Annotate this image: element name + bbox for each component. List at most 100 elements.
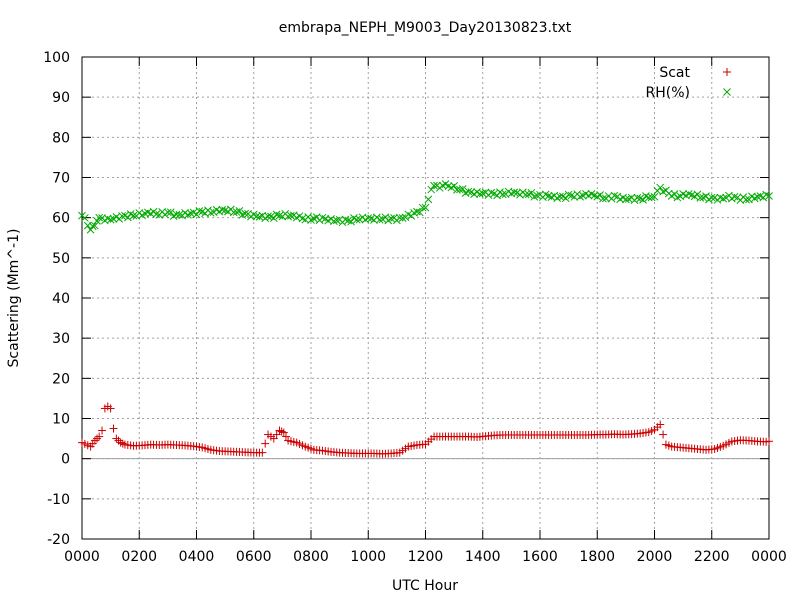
scat-point [116, 438, 125, 447]
rh-point [622, 195, 630, 204]
rh-point [633, 193, 642, 202]
rh-point [166, 208, 175, 217]
rh-point [427, 185, 436, 194]
rh-point [765, 192, 773, 200]
x-tick-label: 2200 [694, 549, 730, 565]
rh-point [175, 210, 184, 219]
rh-point [742, 195, 750, 204]
rh-point [341, 215, 350, 224]
rh-point [118, 212, 126, 220]
y-tick-label: 50 [52, 251, 70, 267]
rh-point [707, 193, 716, 202]
scat-point [281, 432, 290, 441]
rh-point [395, 213, 404, 222]
y-tick-label: -20 [47, 532, 70, 548]
scat-point [656, 420, 665, 429]
scat-point [659, 430, 668, 439]
rh-point [424, 195, 433, 204]
y-tick-label: 70 [52, 171, 70, 187]
rh-point [650, 192, 659, 201]
rh-point [510, 188, 519, 197]
rh-point [596, 191, 604, 199]
rh-point [375, 215, 384, 224]
rh-point [95, 213, 104, 222]
rh-point [164, 208, 172, 217]
rh-point [81, 214, 89, 222]
rh-point [352, 215, 361, 224]
rh-point [696, 194, 705, 202]
rh-point [229, 208, 238, 217]
rh-point [415, 208, 424, 217]
rh-point [656, 183, 665, 192]
legend-marker-rh [723, 88, 731, 96]
series-rh [78, 180, 773, 234]
rh-point [730, 192, 739, 201]
scat-point [90, 436, 99, 445]
series-scat [78, 402, 773, 458]
rh-point [421, 203, 430, 212]
scat-point [93, 434, 102, 443]
scat-point [114, 436, 123, 445]
scat-point [109, 424, 118, 433]
rh-point [521, 190, 530, 199]
y-tick-label: 10 [52, 412, 70, 428]
x-tick-label: 1400 [465, 549, 501, 565]
y-tick-label: 30 [52, 331, 70, 347]
legend-marker-scat [723, 68, 731, 76]
x-tick-label: 0200 [121, 549, 157, 565]
y-tick-label: 40 [52, 291, 70, 307]
scat-point [261, 439, 270, 448]
scat-point [258, 448, 267, 457]
rh-point [218, 205, 227, 214]
rh-point [418, 203, 427, 212]
scat-point [118, 439, 127, 448]
scat-point [765, 437, 773, 446]
rh-point [264, 212, 272, 221]
legend-label-scat: Scat [659, 65, 690, 81]
scat-point [272, 430, 281, 439]
rh-point [269, 214, 278, 223]
rh-point [387, 214, 396, 223]
scat-point [277, 427, 286, 436]
x-tick-label: 1800 [579, 549, 615, 565]
rh-point [610, 191, 619, 200]
x-axis-label: UTC Hour [392, 578, 458, 594]
rh-point [241, 209, 250, 218]
rh-point [235, 207, 244, 215]
rh-point [556, 192, 564, 201]
rh-point [88, 222, 97, 230]
y-axis-label: Scattering (Mm^-1) [6, 229, 22, 368]
y-tick-label: 20 [52, 371, 70, 387]
rh-point [106, 215, 115, 224]
rh-point [430, 181, 438, 190]
scat-point [279, 428, 288, 437]
y-tick-label: 80 [52, 130, 70, 146]
rh-point [533, 191, 541, 200]
rh-point [287, 211, 295, 220]
rh-point [364, 214, 373, 222]
y-tick-label: 100 [43, 50, 70, 66]
rh-point [719, 194, 728, 203]
x-tick-label: 1600 [522, 549, 558, 565]
rh-point [91, 221, 99, 230]
rh-point [450, 182, 458, 190]
legend-rh-marker [723, 88, 731, 96]
rh-point [458, 185, 467, 193]
x-tick-label: 0000 [64, 549, 100, 565]
scat-point [98, 426, 107, 435]
x-tick-label: 0400 [179, 549, 215, 565]
rh-point [330, 217, 338, 226]
y-tick-labels: -20 -10 0 10 20 30 40 50 60 70 80 90 100 [43, 50, 70, 548]
rh-point [275, 211, 284, 220]
rh-point [195, 207, 204, 215]
x-tick-label: 1200 [408, 549, 444, 565]
x-tick-label: 2000 [637, 549, 673, 565]
x-tick-label: 1000 [350, 549, 386, 565]
rh-point [498, 190, 507, 199]
rh-point [347, 217, 355, 226]
legend-label-rh: RH(%) [646, 85, 690, 101]
scat-point [112, 434, 121, 443]
x-tick-label: 0800 [293, 549, 329, 565]
